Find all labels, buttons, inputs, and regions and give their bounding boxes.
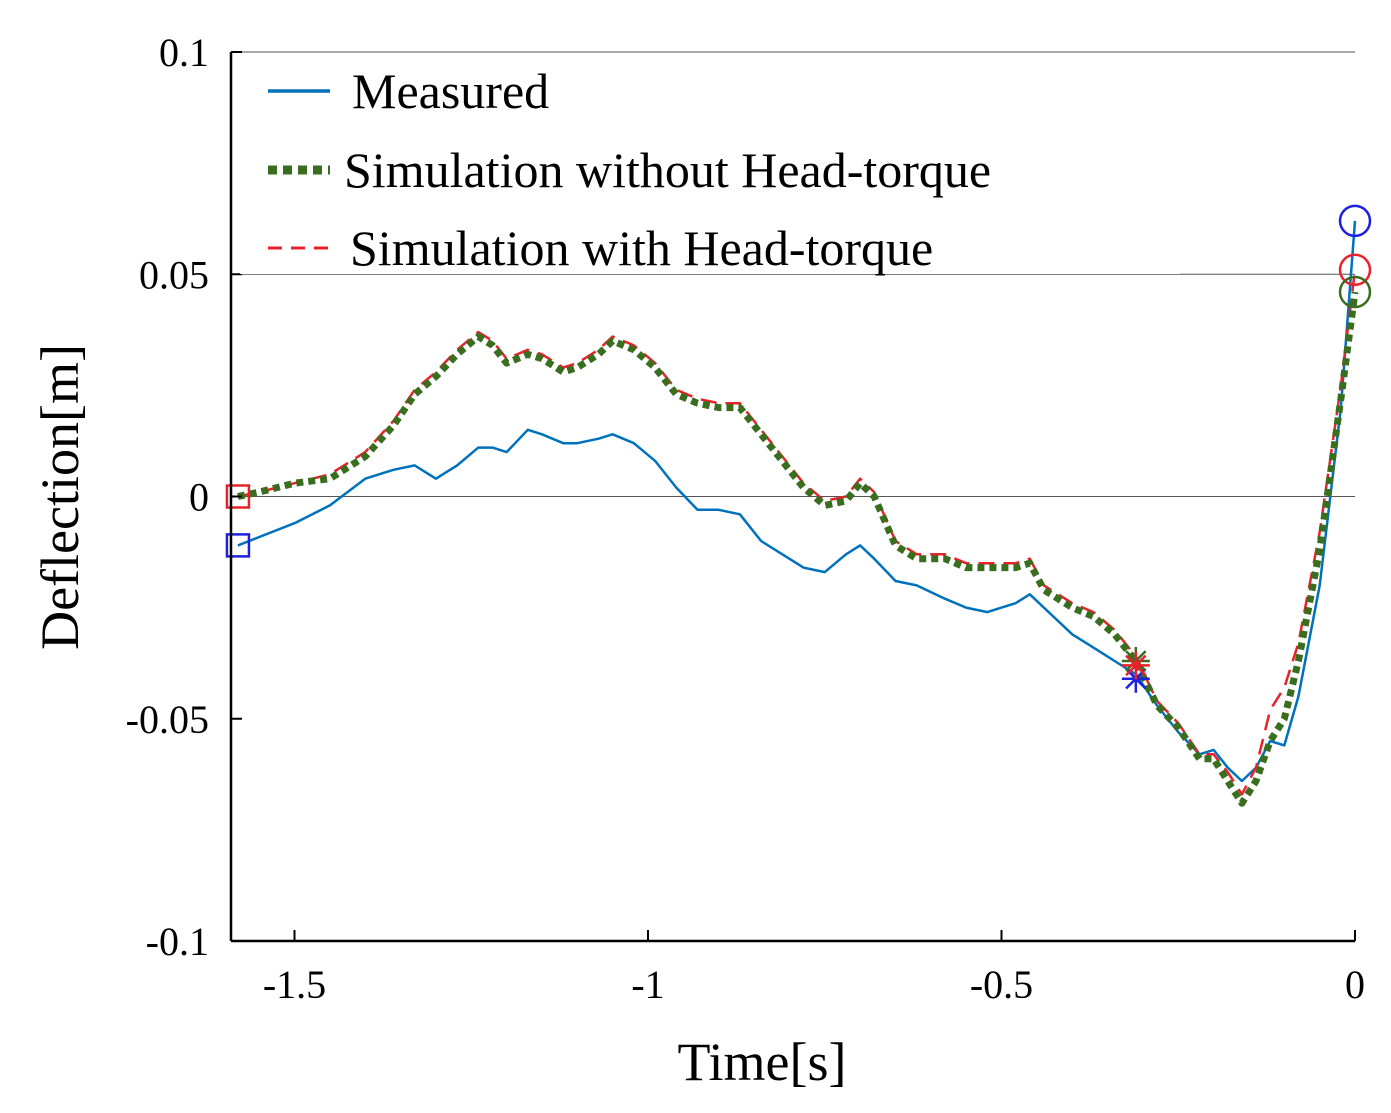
series-layer xyxy=(237,220,1359,807)
legend-label-sim-without: Simulation without Head-torque xyxy=(344,142,991,198)
marker-square-0 xyxy=(225,533,251,558)
marker-circle-6 xyxy=(1338,253,1372,287)
y-tick-label-4: 0.1 xyxy=(159,30,209,75)
marker-circle-5 xyxy=(1338,204,1372,238)
marker-asterisk-4-stroke-3 xyxy=(1125,654,1147,677)
series-line-1 xyxy=(237,291,1359,807)
x-tick-label-2: -0.5 xyxy=(970,962,1033,1007)
reference-lines xyxy=(231,51,1355,497)
marker-circle-7 xyxy=(1338,275,1372,309)
y-tick-label-1: -0.05 xyxy=(126,697,209,742)
y-tick-label-2: 0 xyxy=(189,475,209,520)
y-axis-title: Deflection[m] xyxy=(30,344,90,650)
y-tick-label-0: -0.1 xyxy=(146,919,209,964)
marker-square-1 xyxy=(225,484,251,509)
legend-label-measured: Measured xyxy=(352,63,549,119)
marker-layer xyxy=(225,204,1372,693)
legend: Measured Simulation without Head-torque … xyxy=(240,54,1180,276)
series-line-0 xyxy=(237,220,1357,783)
marker-asterisk-4 xyxy=(1121,651,1150,680)
legend-mask xyxy=(240,54,1180,274)
legend-label-sim-with: Simulation with Head-torque xyxy=(350,220,933,276)
y-tick-label-3: 0.05 xyxy=(139,252,209,297)
tick-layer: -1.5 -1 -0.5 0 -0.1 -0.05 0 0.05 0.1 xyxy=(126,30,1365,1007)
x-tick-label-1: -1 xyxy=(631,962,664,1007)
x-tick-label-0: -1.5 xyxy=(263,962,326,1007)
x-axis-title: Time[s] xyxy=(677,1032,846,1092)
series-line-2 xyxy=(237,269,1357,796)
x-tick-label-3: 0 xyxy=(1345,962,1365,1007)
